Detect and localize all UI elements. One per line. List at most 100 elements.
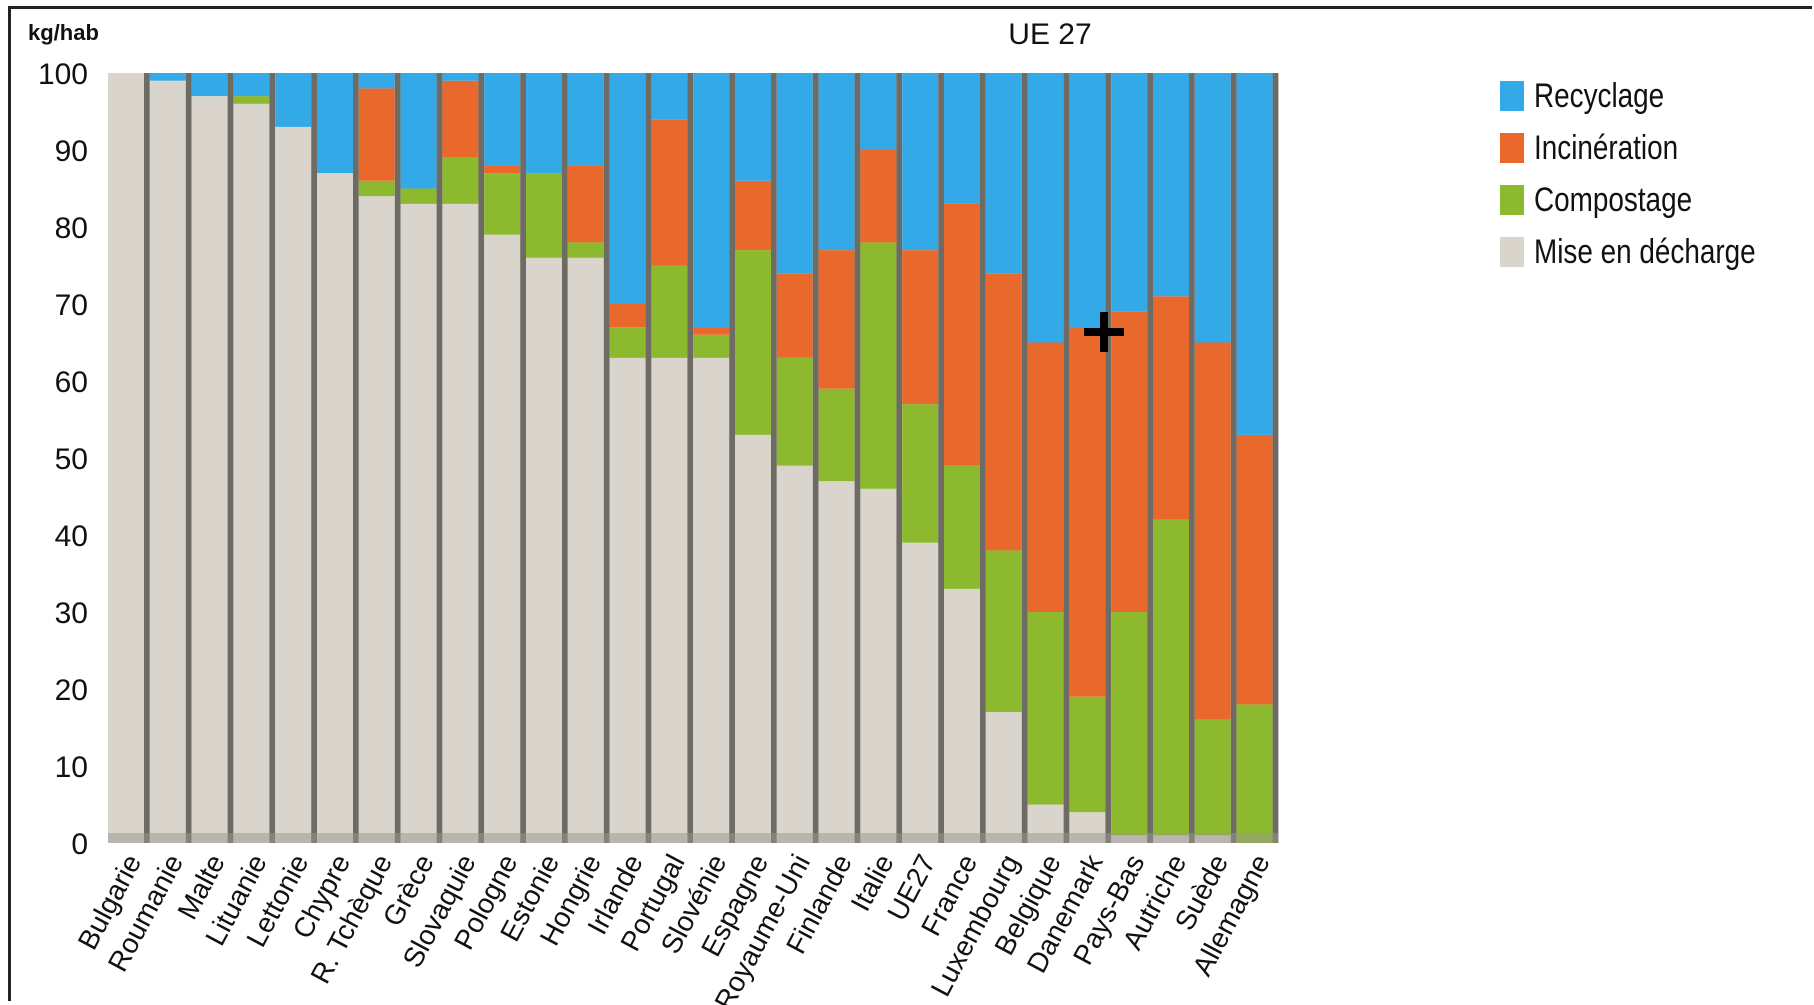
- bar-segment: [567, 242, 604, 258]
- bar-segment: [1194, 719, 1231, 836]
- bar-separator: [1189, 73, 1195, 843]
- legend-label: Recyclage: [1534, 76, 1665, 115]
- bar-segment: [1069, 327, 1106, 697]
- bar-separator: [1105, 73, 1112, 843]
- bar-separator: [311, 73, 317, 843]
- bar-segment: [191, 73, 228, 97]
- bar-segment: [442, 73, 479, 81]
- bar-segment: [944, 73, 980, 204]
- bar-segment: [651, 73, 688, 120]
- bar-segment: [1153, 296, 1189, 520]
- x-axis-baseline: [108, 833, 1279, 843]
- bar-segment: [860, 73, 897, 150]
- bar-separator: [436, 73, 443, 843]
- bar-segment: [526, 73, 562, 174]
- bar-segment: [442, 203, 479, 843]
- bar-segment: [484, 73, 521, 166]
- legend-label: Mise en décharge: [1534, 232, 1756, 271]
- bars-group: [108, 73, 1279, 844]
- y-tick-label: 50: [55, 443, 88, 476]
- bar-segment: [1236, 434, 1273, 705]
- bar-segment: [1194, 73, 1231, 343]
- bar-segment: [108, 73, 144, 843]
- bar-segment: [609, 327, 646, 358]
- legend-swatch: [1500, 133, 1524, 163]
- legend-swatch: [1500, 237, 1524, 267]
- bar-segment: [484, 234, 521, 843]
- bar-segment: [693, 334, 730, 358]
- bar-segment: [233, 96, 270, 104]
- bar-segment: [1111, 311, 1148, 612]
- bar-segment: [818, 73, 855, 251]
- bar-segment: [860, 242, 897, 489]
- bar-segment: [567, 73, 604, 166]
- bar-segment: [1027, 73, 1064, 343]
- bar-segment: [1153, 519, 1189, 836]
- bar-segment: [358, 180, 395, 197]
- bar-separator: [854, 73, 861, 843]
- legend-item-recyclage: Recyclage: [1500, 70, 1804, 122]
- bar-segment: [776, 273, 813, 358]
- bar-segment: [735, 180, 771, 251]
- bar-segment: [693, 73, 730, 328]
- bar-segment: [442, 157, 479, 204]
- chart-frame: [8, 6, 1812, 1001]
- bar-segment: [149, 73, 186, 81]
- bar-segment: [526, 257, 562, 843]
- x-axis-ticks: BulgarieRoumanieMalteLituanieLettonieChy…: [72, 848, 1276, 1005]
- legend-label: Compostage: [1534, 180, 1693, 219]
- y-tick-label: 70: [55, 289, 88, 322]
- bar-segment: [985, 273, 1022, 551]
- bar-segment: [484, 165, 521, 174]
- bar-segment: [484, 173, 521, 235]
- bar-segment: [902, 542, 939, 843]
- chart-title: UE 27: [1008, 18, 1091, 51]
- y-tick-label: 90: [55, 135, 88, 168]
- bar-segment: [1027, 612, 1064, 805]
- bar-segment: [609, 357, 646, 843]
- bar-segment: [693, 327, 730, 335]
- bar-separator: [1272, 73, 1279, 843]
- bar-segment: [400, 203, 437, 843]
- bar-segment: [776, 73, 813, 274]
- bar-segment: [1111, 612, 1148, 836]
- bar-segment: [1111, 73, 1148, 312]
- bar-separator: [394, 73, 401, 843]
- bar-segment: [1236, 73, 1273, 435]
- legend-swatch: [1500, 185, 1524, 215]
- legend-label: Incinération: [1534, 128, 1679, 167]
- y-tick-label: 10: [55, 751, 88, 784]
- bar-segment: [985, 73, 1022, 274]
- bar-separator: [520, 73, 526, 843]
- bar-segment: [567, 257, 604, 843]
- y-tick-label: 100: [38, 58, 88, 91]
- bar-segment: [358, 73, 395, 89]
- y-tick-label: 30: [55, 597, 88, 630]
- legend-swatch: [1500, 81, 1524, 111]
- bar-segment: [902, 250, 939, 405]
- y-axis-ticks: 0 10 20 30 40 50 60 70 80 90 100: [38, 58, 88, 861]
- bar-segment: [1153, 73, 1189, 297]
- bar-segment: [944, 203, 980, 466]
- bar-segment: [735, 250, 771, 435]
- bar-segment: [818, 388, 855, 482]
- bar-segment: [317, 173, 353, 844]
- bar-separator: [227, 73, 234, 843]
- bar-segment: [1027, 342, 1064, 612]
- bar-segment: [1194, 342, 1231, 720]
- bar-segment: [735, 73, 771, 181]
- legend-item-incineration: Incinération: [1500, 122, 1804, 174]
- bar-segment: [609, 304, 646, 328]
- bar-separator: [771, 73, 777, 843]
- bar-segment: [735, 434, 771, 843]
- bar-separator: [896, 73, 903, 843]
- y-tick-label: 0: [71, 828, 88, 861]
- bar-segment: [275, 73, 312, 127]
- legend-item-mise-en-decharge: Mise en décharge: [1500, 226, 1804, 278]
- bar-segment: [985, 712, 1022, 843]
- bar-segment: [902, 73, 939, 251]
- bar-separator: [1021, 73, 1028, 843]
- bar-separator: [144, 73, 150, 843]
- bar-segment: [776, 357, 813, 466]
